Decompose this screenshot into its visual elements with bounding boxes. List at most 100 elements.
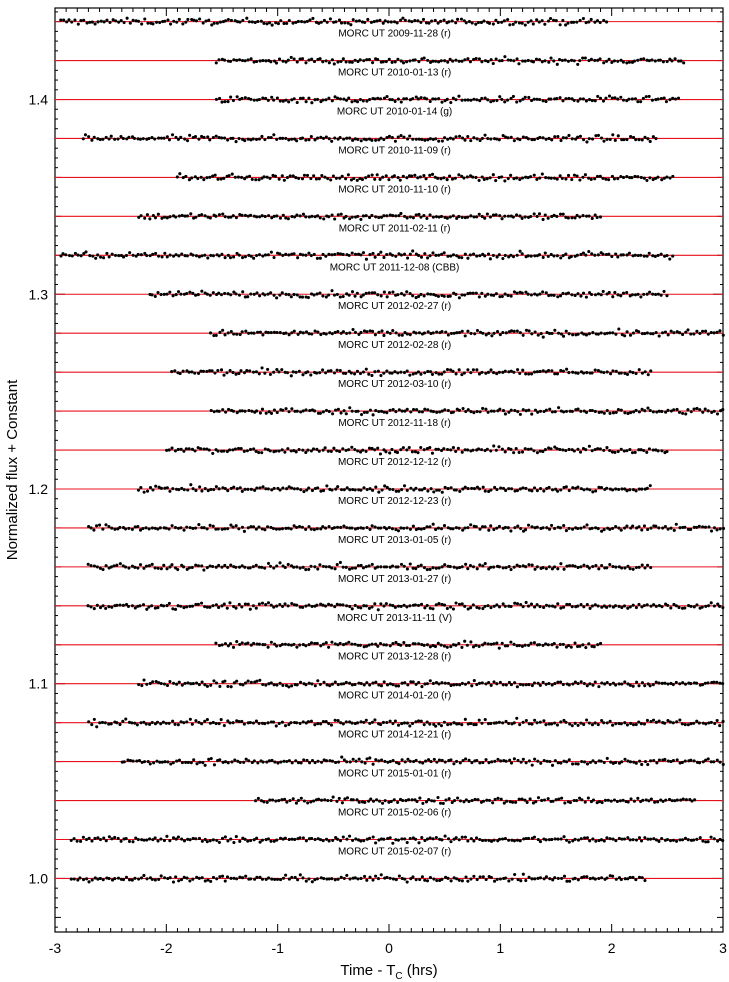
data-point bbox=[428, 722, 432, 726]
data-point bbox=[355, 291, 359, 295]
data-point bbox=[571, 527, 575, 531]
data-point bbox=[323, 798, 327, 802]
data-point bbox=[449, 368, 453, 372]
light-curve-label: MORC UT 2012-02-28 (r) bbox=[338, 340, 451, 351]
data-point bbox=[243, 96, 247, 100]
data-point bbox=[552, 18, 556, 22]
data-point bbox=[316, 759, 320, 763]
data-point bbox=[156, 212, 160, 216]
data-point bbox=[155, 759, 159, 763]
data-point bbox=[275, 877, 280, 881]
data-point bbox=[307, 58, 311, 62]
data-point bbox=[286, 58, 290, 62]
data-point bbox=[460, 174, 464, 178]
data-point bbox=[373, 525, 377, 529]
data-point bbox=[452, 331, 456, 335]
data-point bbox=[508, 800, 512, 804]
data-point bbox=[647, 251, 651, 255]
data-point bbox=[263, 137, 267, 142]
data-point bbox=[170, 563, 174, 567]
data-point bbox=[515, 838, 520, 842]
data-point bbox=[335, 292, 339, 296]
data-point bbox=[241, 876, 245, 880]
data-point bbox=[523, 643, 527, 647]
data-point bbox=[231, 525, 235, 529]
data-point bbox=[448, 215, 452, 219]
data-point bbox=[645, 58, 649, 62]
data-point bbox=[274, 449, 278, 453]
data-point bbox=[480, 370, 484, 374]
data-point bbox=[620, 837, 624, 841]
data-point bbox=[446, 526, 450, 530]
data-point bbox=[721, 606, 725, 610]
data-point bbox=[462, 19, 466, 23]
data-point bbox=[228, 59, 233, 63]
data-point bbox=[351, 18, 355, 22]
data-point bbox=[545, 330, 549, 335]
data-point bbox=[440, 602, 444, 607]
data-point bbox=[255, 486, 259, 490]
data-point bbox=[292, 57, 296, 61]
data-point bbox=[645, 718, 649, 722]
data-point bbox=[682, 61, 686, 65]
data-point bbox=[98, 138, 102, 142]
data-point bbox=[480, 60, 484, 64]
data-point bbox=[261, 485, 265, 489]
data-point bbox=[226, 684, 230, 688]
data-point bbox=[337, 18, 342, 22]
data-point bbox=[439, 643, 443, 647]
data-point bbox=[388, 213, 392, 217]
data-point bbox=[529, 19, 533, 23]
data-point bbox=[230, 760, 234, 764]
data-point bbox=[692, 525, 696, 529]
data-point bbox=[414, 720, 418, 724]
data-point bbox=[221, 486, 225, 490]
data-point bbox=[304, 215, 308, 219]
data-point bbox=[243, 139, 247, 143]
data-point bbox=[362, 329, 367, 333]
data-point bbox=[208, 721, 212, 725]
data-point bbox=[651, 448, 655, 452]
data-point bbox=[124, 527, 128, 531]
data-point bbox=[589, 177, 593, 181]
data-point bbox=[249, 57, 253, 61]
data-point bbox=[342, 488, 346, 492]
data-point bbox=[475, 759, 479, 763]
data-point bbox=[200, 564, 204, 568]
data-point bbox=[388, 719, 392, 723]
data-point bbox=[270, 95, 274, 99]
data-point bbox=[170, 446, 174, 450]
data-point bbox=[278, 488, 282, 492]
data-point bbox=[227, 215, 231, 219]
data-point bbox=[89, 564, 93, 568]
data-point bbox=[249, 254, 253, 258]
data-point bbox=[606, 798, 610, 802]
data-point bbox=[582, 563, 586, 567]
data-point bbox=[291, 21, 295, 25]
data-point bbox=[550, 488, 555, 492]
data-point bbox=[309, 176, 313, 181]
data-point bbox=[446, 876, 450, 880]
data-point bbox=[616, 177, 620, 181]
data-point bbox=[623, 526, 627, 530]
data-point bbox=[307, 643, 311, 647]
data-point bbox=[318, 682, 322, 686]
data-point bbox=[278, 99, 282, 103]
data-point bbox=[619, 174, 623, 179]
data-point bbox=[214, 527, 218, 531]
data-point bbox=[600, 876, 604, 880]
data-point bbox=[169, 22, 173, 26]
data-point bbox=[214, 721, 218, 726]
data-point bbox=[489, 100, 493, 104]
data-point bbox=[494, 178, 498, 183]
data-point bbox=[591, 798, 596, 802]
data-point bbox=[444, 798, 448, 802]
data-point bbox=[547, 527, 552, 531]
data-point bbox=[422, 294, 426, 298]
data-point bbox=[336, 60, 340, 64]
data-point bbox=[457, 296, 461, 300]
data-point bbox=[255, 836, 259, 840]
data-point bbox=[535, 525, 539, 529]
data-point bbox=[556, 761, 560, 765]
data-point bbox=[439, 19, 443, 23]
